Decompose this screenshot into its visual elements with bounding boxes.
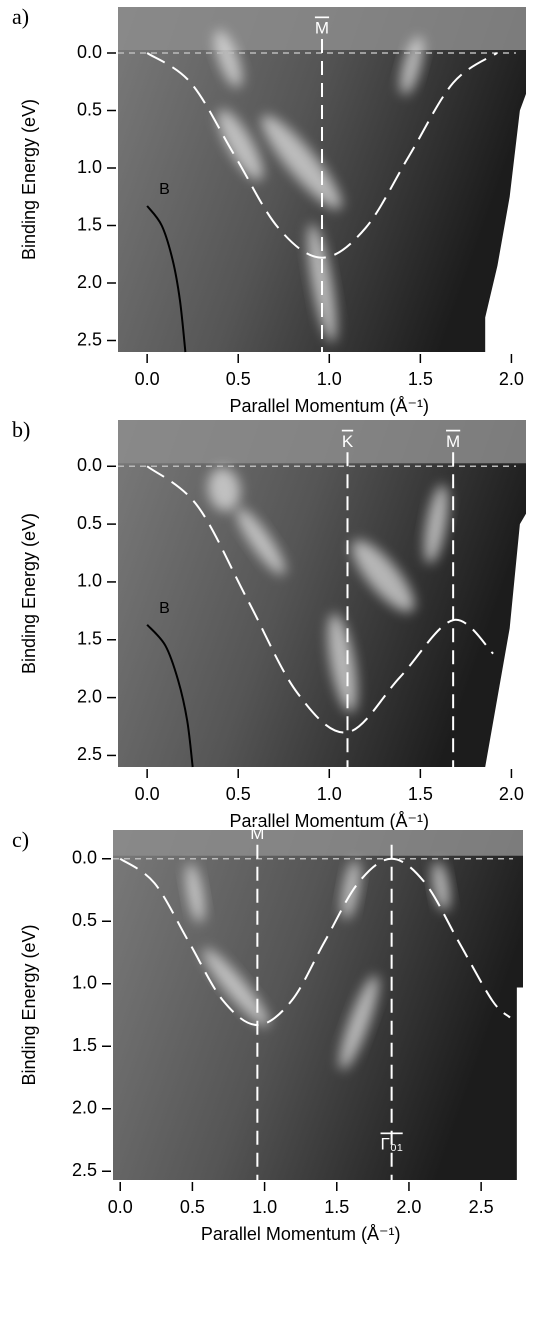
marker-label: M <box>315 18 329 37</box>
y-axis-label: Binding Energy (eV) <box>19 99 39 260</box>
y-axis-label: Binding Energy (eV) <box>19 924 39 1085</box>
intensity-streak <box>217 109 263 181</box>
y-tick-label: 0.5 <box>77 99 102 119</box>
y-tick-label: 1.0 <box>72 973 97 993</box>
y-tick-label: 0.5 <box>72 910 97 930</box>
x-tick-label: 2.0 <box>499 784 524 804</box>
band-curve <box>146 465 494 734</box>
x-tick-label: 1.5 <box>408 369 433 389</box>
marker-label: K <box>342 432 354 451</box>
panel-label: c) <box>12 827 29 852</box>
y-tick-label: 0.0 <box>77 42 102 62</box>
intensity-streak <box>261 115 342 210</box>
x-tick-label: 0.0 <box>135 369 160 389</box>
intensity-streak <box>400 36 424 95</box>
marker-label: M <box>446 432 460 451</box>
y-tick-label: 0.0 <box>72 848 97 868</box>
band-curve <box>146 624 194 768</box>
y-tick-label: 2.0 <box>72 1098 97 1118</box>
x-tick-label: 2.0 <box>499 369 524 389</box>
x-tick-label: 2.0 <box>396 1197 421 1217</box>
y-tick-label: 1.5 <box>72 1035 97 1055</box>
band-curve <box>146 205 187 353</box>
panel-label: a) <box>12 4 29 29</box>
x-tick-label: 0.5 <box>226 369 251 389</box>
x-tick-label: 0.0 <box>108 1197 133 1217</box>
curve-label: B <box>159 600 170 617</box>
band-curve <box>119 857 511 1027</box>
y-tick-label: 2.5 <box>72 1160 97 1180</box>
y-tick-label: 0.0 <box>77 455 102 475</box>
marker-label: M <box>250 824 264 843</box>
x-axis-label: Parallel Momentum (Å⁻¹) <box>201 1224 401 1244</box>
x-axis-label: Parallel Momentum (Å⁻¹) <box>230 811 430 831</box>
marker-label: Γ₀₁ <box>381 1134 403 1153</box>
x-tick-label: 1.5 <box>408 784 433 804</box>
y-axis-label: Binding Energy (eV) <box>19 513 39 674</box>
heatmap-image <box>113 830 523 1180</box>
intensity-streak <box>185 863 205 923</box>
heatmap <box>113 830 528 1180</box>
x-tick-label: 1.0 <box>252 1197 277 1217</box>
intensity-streak <box>432 861 450 911</box>
cutout <box>516 987 528 1180</box>
y-tick-label: 2.5 <box>77 744 102 764</box>
top-band <box>113 830 523 856</box>
intensity-streak <box>202 948 270 1027</box>
x-tick-label: 0.5 <box>226 784 251 804</box>
x-tick-label: 1.0 <box>317 369 342 389</box>
y-tick-label: 0.5 <box>77 513 102 533</box>
intensity-streak <box>341 859 361 920</box>
y-tick-label: 1.0 <box>77 571 102 591</box>
x-tick-label: 1.0 <box>317 784 342 804</box>
curve-label: B <box>159 181 170 198</box>
panel-label: b) <box>12 417 30 442</box>
x-tick-label: 1.5 <box>324 1197 349 1217</box>
y-tick-label: 2.0 <box>77 272 102 292</box>
x-tick-label: 0.0 <box>135 784 160 804</box>
x-tick-label: 0.5 <box>180 1197 205 1217</box>
band-curve <box>146 52 498 259</box>
y-tick-label: 2.0 <box>77 686 102 706</box>
heatmap-image <box>118 420 526 767</box>
intensity-streak <box>214 30 243 88</box>
intensity-streak <box>339 975 379 1070</box>
x-tick-label: 2.5 <box>469 1197 494 1217</box>
intensity-streak <box>207 467 241 512</box>
y-tick-label: 1.0 <box>77 157 102 177</box>
intensity-streak <box>424 484 449 564</box>
cutout <box>485 82 531 353</box>
y-tick-label: 1.5 <box>77 214 102 234</box>
top-band <box>118 420 526 464</box>
intensity-streak <box>352 540 415 612</box>
y-tick-label: 2.5 <box>77 329 102 349</box>
intensity-streak <box>327 613 358 713</box>
intensity-streak <box>236 508 286 575</box>
cutout <box>485 506 531 767</box>
heatmap <box>118 420 531 767</box>
x-axis-label: Parallel Momentum (Å⁻¹) <box>230 396 430 416</box>
y-tick-label: 1.5 <box>77 629 102 649</box>
